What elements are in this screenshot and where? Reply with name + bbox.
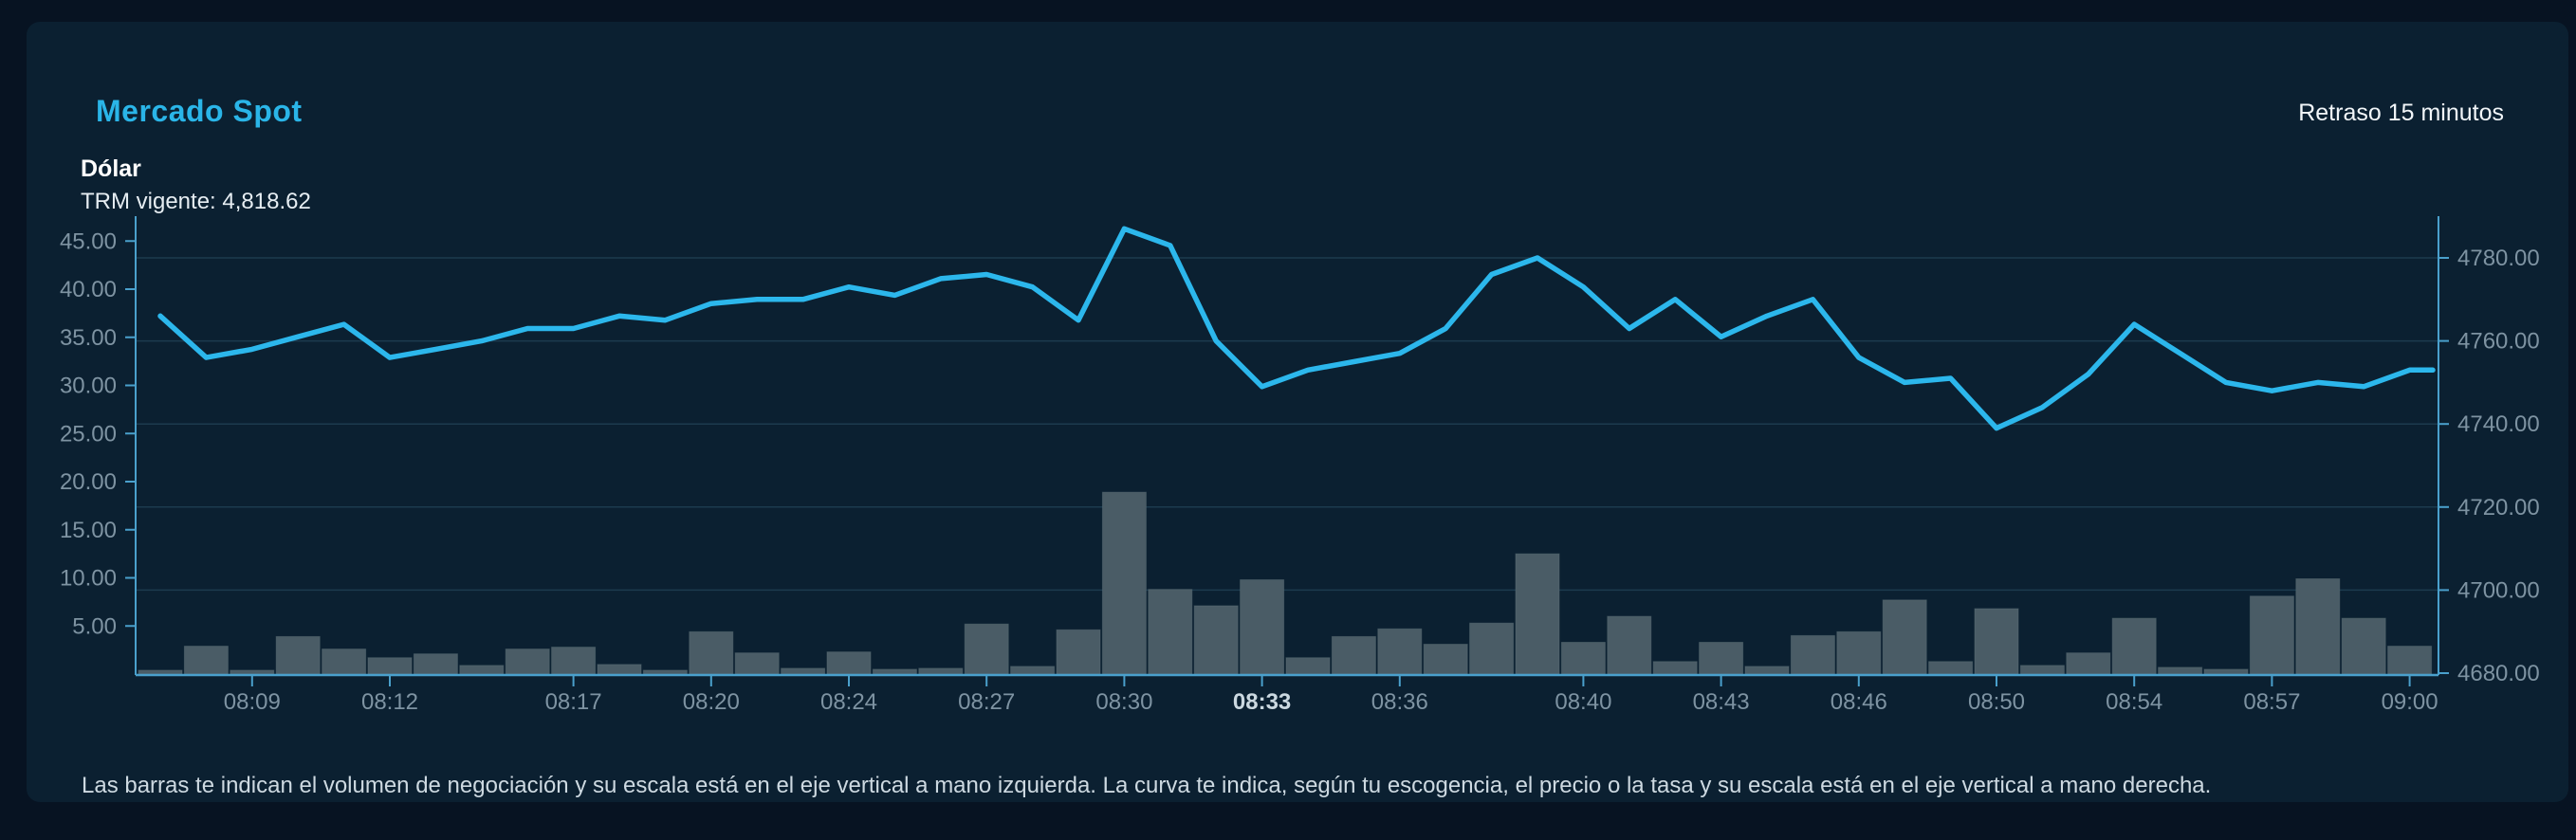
volume-bar[interactable] xyxy=(1148,589,1193,675)
volume-bar[interactable] xyxy=(2111,617,2157,675)
volume-bar[interactable] xyxy=(367,657,413,675)
volume-bar[interactable] xyxy=(734,652,780,675)
volume-bar[interactable] xyxy=(781,667,826,675)
volume-bar[interactable] xyxy=(918,667,964,675)
volume-bar[interactable] xyxy=(1377,628,1423,675)
trm-current-value: TRM vigente: 4,818.62 xyxy=(81,189,311,214)
x-axis-tick-label: 08:43 xyxy=(1693,689,1750,715)
volume-bar[interactable] xyxy=(551,647,597,675)
right-axis-tick-label: 4720.00 xyxy=(2457,495,2540,520)
volume-bar[interactable] xyxy=(2295,578,2341,675)
x-axis-tick-label: 08:24 xyxy=(820,689,877,715)
volume-bar[interactable] xyxy=(275,635,321,675)
volume-bar[interactable] xyxy=(1193,605,1239,675)
volume-bar[interactable] xyxy=(1607,615,1652,675)
volume-bar[interactable] xyxy=(1010,666,1056,675)
left-axis-tick-label: 25.00 xyxy=(60,421,117,447)
volume-bar[interactable] xyxy=(689,630,734,675)
volume-bar[interactable] xyxy=(1560,642,1606,675)
volume-bar[interactable] xyxy=(1101,491,1147,675)
volume-bar[interactable] xyxy=(1699,642,1744,675)
right-axis-tick-label: 4760.00 xyxy=(2457,329,2540,355)
left-axis-tick-label: 5.00 xyxy=(72,613,117,639)
volume-bar[interactable] xyxy=(183,646,229,675)
axes: 5.00 10.00 15.00 20.00 25.00 30.00 35.00 40.00 4… xyxy=(60,216,2540,715)
volume-bar[interactable] xyxy=(138,669,183,675)
left-axis-tick-label: 40.00 xyxy=(60,277,117,302)
volume-bar[interactable] xyxy=(1928,661,1974,675)
x-axis-tick-label: 08:33 xyxy=(1233,689,1291,715)
volume-bar[interactable] xyxy=(2387,646,2433,675)
price-line[interactable] xyxy=(157,226,2436,431)
left-axis-tick-label: 30.00 xyxy=(60,374,117,399)
x-axis-tick-label: 08:17 xyxy=(545,689,602,715)
volume-bars[interactable] xyxy=(138,491,2433,675)
volume-bar[interactable] xyxy=(413,653,458,675)
volume-bar[interactable] xyxy=(2341,617,2386,675)
volume-bar[interactable] xyxy=(2066,652,2111,675)
gridlines xyxy=(136,257,2438,592)
right-axis-tick-label: 4680.00 xyxy=(2457,661,2540,686)
volume-bar[interactable] xyxy=(1515,553,1560,675)
x-axis-tick-label: 08:20 xyxy=(683,689,740,715)
x-axis-tick-label: 08:30 xyxy=(1095,689,1152,715)
x-axis-tick-label: 09:00 xyxy=(2382,689,2438,715)
volume-bar[interactable] xyxy=(1469,622,1515,675)
volume-bar[interactable] xyxy=(1882,599,1927,675)
right-axis-tick-label: 4700.00 xyxy=(2457,577,2540,603)
volume-bar[interactable] xyxy=(964,623,1009,675)
x-axis-tick-label: 08:46 xyxy=(1831,689,1887,715)
left-axis-tick-label: 35.00 xyxy=(60,325,117,351)
volume-bar[interactable] xyxy=(597,664,642,675)
volume-bar[interactable] xyxy=(1331,635,1376,675)
volume-bar[interactable] xyxy=(1744,666,1790,675)
volume-bar[interactable] xyxy=(1652,661,1698,675)
delay-badge: Retraso 15 minutos xyxy=(2298,100,2504,126)
chart-explanation-text: Las barras te indican el volumen de nego… xyxy=(82,773,2212,798)
volume-bar[interactable] xyxy=(1423,644,1468,675)
volume-bar[interactable] xyxy=(826,651,872,675)
x-axis-tick-label: 08:27 xyxy=(958,689,1015,715)
x-axis-tick-label: 08:50 xyxy=(1968,689,2025,715)
left-axis-tick-label: 45.00 xyxy=(60,228,117,254)
x-axis-tick-label: 08:54 xyxy=(2106,689,2162,715)
volume-bar[interactable] xyxy=(230,669,275,675)
left-axis-tick-label: 15.00 xyxy=(60,518,117,543)
left-axis-tick-label: 10.00 xyxy=(60,566,117,592)
x-axis-tick-label: 08:40 xyxy=(1555,689,1611,715)
volume-bar[interactable] xyxy=(2203,668,2249,675)
volume-bar[interactable] xyxy=(1790,634,1835,675)
volume-bar[interactable] xyxy=(2158,667,2203,675)
x-axis-tick-label: 08:12 xyxy=(361,689,418,715)
volume-bar[interactable] xyxy=(1974,608,2019,675)
volume-bar[interactable] xyxy=(322,648,367,675)
volume-bar[interactable] xyxy=(2019,665,2065,675)
right-axis-tick-label: 4780.00 xyxy=(2457,246,2540,271)
x-axis-tick-label: 08:57 xyxy=(2243,689,2300,715)
volume-bar[interactable] xyxy=(2249,595,2294,675)
x-axis-tick-label: 08:09 xyxy=(224,689,281,715)
volume-bar[interactable] xyxy=(505,648,550,675)
volume-bar[interactable] xyxy=(1836,630,1882,675)
left-axis-tick-label: 20.00 xyxy=(60,469,117,495)
volume-bar[interactable] xyxy=(642,669,688,675)
instrument-label: Dólar xyxy=(81,155,141,182)
right-axis-tick-label: 4740.00 xyxy=(2457,411,2540,437)
x-axis-tick-label: 08:36 xyxy=(1371,689,1428,715)
volume-bar[interactable] xyxy=(872,668,917,675)
volume-bar[interactable] xyxy=(1240,579,1285,675)
page-title: Mercado Spot xyxy=(96,94,303,128)
volume-bar[interactable] xyxy=(459,665,505,675)
volume-bar[interactable] xyxy=(1056,629,1101,675)
volume-bar[interactable] xyxy=(1285,657,1331,675)
